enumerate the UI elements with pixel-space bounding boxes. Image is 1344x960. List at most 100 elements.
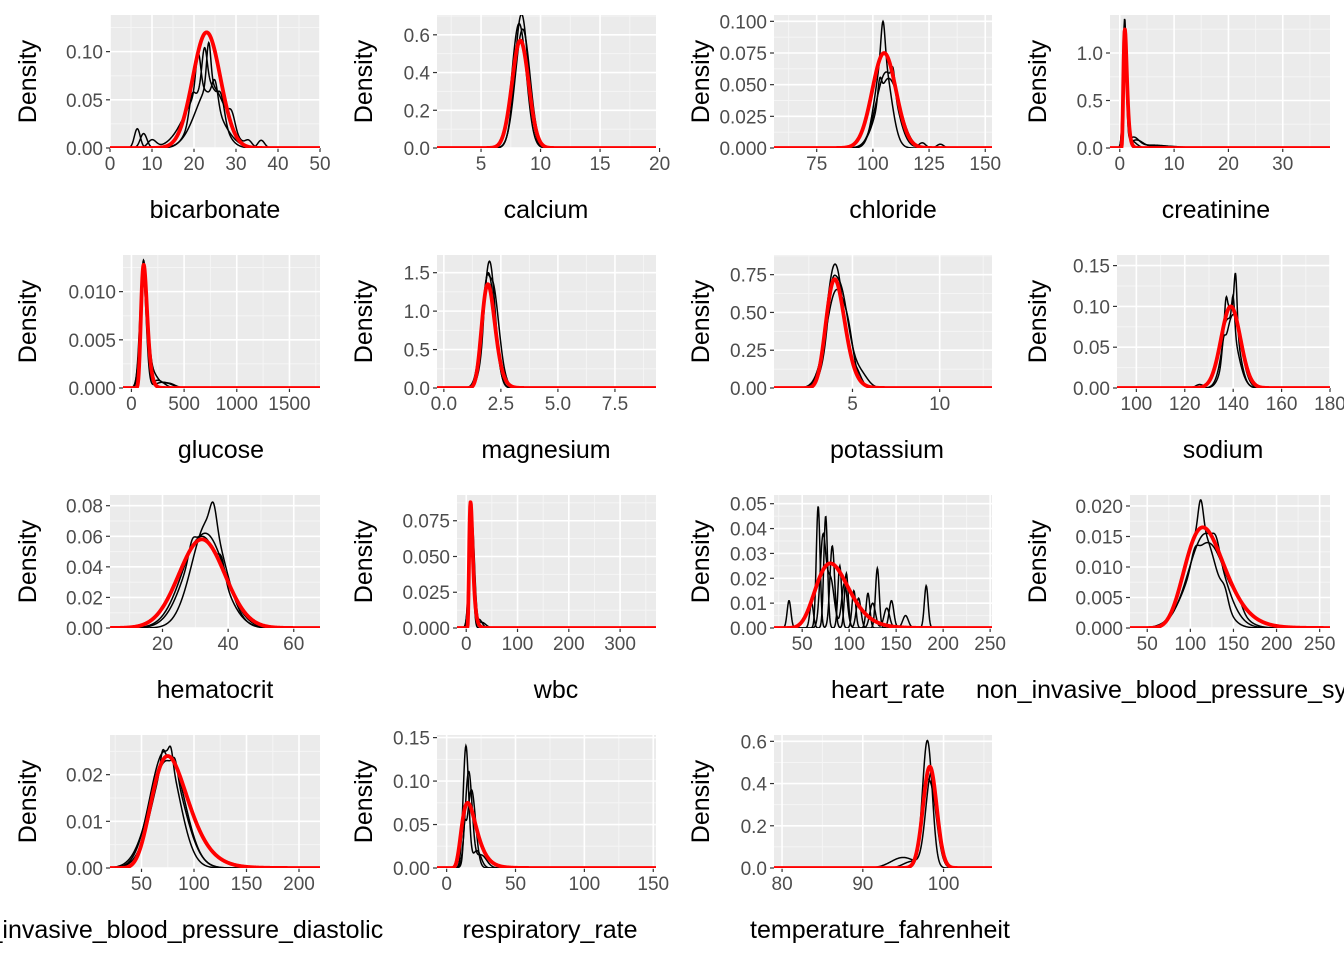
y-axis-title: Density [350,279,378,363]
sample-density-curve-3 [1117,313,1330,388]
x-tick-label: 30 [225,154,246,175]
x-tick-label: 200 [283,874,315,895]
y-tick-label: 0.05 [393,816,430,837]
sample-density-curve-1 [774,19,992,148]
x-axis-title: bicarbonate [150,196,281,224]
x-tick-label: 100 [178,874,210,895]
y-tick-label: 0.00 [730,379,767,400]
x-tick-label: 0 [461,634,472,655]
fitted-density-curve [110,30,320,148]
x-tick-label: 100 [857,154,889,175]
fitted-density-curve [774,51,992,148]
x-tick-label: 100 [928,874,960,895]
x-tick-label: 5.0 [545,394,571,415]
x-tick-label: 100 [502,634,534,655]
y-tick-label: 0.100 [719,12,767,33]
x-tick-label: 10 [530,154,551,175]
y-tick-label: 0.6 [741,732,767,753]
facet-panel-creatinine: 0 10 20 30 0.0 0.5 1.0 creatinine Density [1024,15,1330,224]
y-tick-label: 0.00 [66,619,103,640]
x-tick-label: 300 [604,634,636,655]
y-tick-label: 0.050 [719,76,767,97]
x-tick-label: 5 [847,394,858,415]
y-tick-label: 0.000 [68,379,116,400]
panel-background [123,255,320,388]
y-tick-label: 0.10 [66,43,103,64]
y-axis-title: Density [687,759,715,843]
facet-panel-sodium: 100 120 140 160 180 0.00 0.05 0.10 0.15 sodium Den… [1024,255,1344,464]
y-tick-label: 0.000 [719,139,767,160]
facet-panel-potassium: 5 10 0.00 0.25 0.50 0.75 potassium Density [687,255,992,464]
fitted-density-curve [437,800,656,868]
y-axis-title: Density [14,39,42,123]
fitted-density-curve [437,282,656,388]
x-tick-label: 500 [168,394,200,415]
y-tick-label: 0.50 [730,303,767,324]
y-tick-label: 0.005 [68,331,116,352]
x-tick-label: 180 [1314,394,1344,415]
x-tick-label: 100 [569,874,601,895]
x-tick-label: 0 [441,874,452,895]
facet-panel-glucose: 0 500 1000 1500 0.000 0.005 0.010 glucose Densit… [14,255,320,464]
facet-panel-non_invasive_blood_pressure_systolic: 50 100 150 200 250 0.000 0.005 0.010 0.015 0.020 n… [976,495,1344,704]
y-tick-label: 0.00 [730,619,767,640]
y-axis-title: Density [1024,519,1052,603]
panel-background [437,255,656,388]
y-tick-label: 0.10 [393,772,430,793]
y-tick-label: 0.05 [1073,338,1110,359]
y-axis-title: Density [687,279,715,363]
sample-density-curve-3 [774,76,992,148]
y-tick-label: 0.08 [66,497,103,518]
y-tick-label: 0.010 [1075,558,1123,579]
x-tick-label: 7.5 [602,394,628,415]
x-axis-title: heart_rate [831,676,945,704]
x-tick-label: 40 [267,154,288,175]
panel-background [110,495,320,628]
x-axis-title: non_invasive_blood_pressure_diastolic [0,916,383,944]
fitted-density-curve [774,764,992,868]
sample-density-curve-1 [437,743,656,868]
x-tick-label: 120 [1169,394,1201,415]
x-axis-title: hematocrit [157,676,274,704]
y-tick-label: 0.020 [1075,497,1123,518]
y-tick-label: 0.0 [404,379,430,400]
x-tick-label: 40 [218,634,239,655]
x-axis-title: wbc [533,676,578,704]
y-tick-label: 0.5 [1077,92,1103,113]
x-axis-title: respiratory_rate [462,916,637,944]
x-tick-label: 250 [974,634,1006,655]
y-axis-title: Density [1024,39,1052,123]
fitted-density-curve [774,561,992,628]
fitted-density-curve [1117,304,1330,388]
sample-density-curve-1 [110,501,320,628]
fitted-density-curve [110,537,320,628]
sample-density-curve-2 [123,276,320,388]
y-tick-label: 0.2 [741,817,767,838]
y-tick-label: 0.10 [1073,297,1110,318]
x-axis-title: chloride [849,196,937,224]
x-tick-label: 0.0 [431,394,457,415]
y-axis-title: Density [350,519,378,603]
sample-density-curve-3 [774,531,992,628]
facet-panel-calcium: 5 10 15 20 0.0 0.2 0.4 0.6 calcium Density [350,15,670,224]
y-axis-title: Density [14,519,42,603]
x-tick-label: 20 [152,634,173,655]
y-axis-title: Density [14,759,42,843]
x-tick-label: 5 [476,154,487,175]
x-tick-label: 30 [1272,154,1293,175]
facet-panel-magnesium: 0.0 2.5 5.0 7.5 0.0 0.5 1.0 1.5 magnesium Density [350,255,656,464]
y-tick-label: 0.010 [68,283,116,304]
y-axis-title: Density [687,519,715,603]
y-tick-label: 1.0 [404,302,430,323]
sample-density-curve-1 [123,258,320,388]
facet-panel-wbc: 0 100 200 300 0.000 0.025 0.050 0.075 wbc Density [350,495,656,704]
y-tick-label: 0.01 [730,594,767,615]
y-tick-label: 0.25 [730,341,767,362]
y-tick-label: 0.050 [402,547,450,568]
x-tick-label: 0 [1114,154,1125,175]
y-axis-title: Density [350,759,378,843]
fitted-density-curve [123,262,320,388]
x-tick-label: 50 [131,874,152,895]
y-tick-label: 0.000 [1075,619,1123,640]
y-tick-label: 0.0 [1077,139,1103,160]
